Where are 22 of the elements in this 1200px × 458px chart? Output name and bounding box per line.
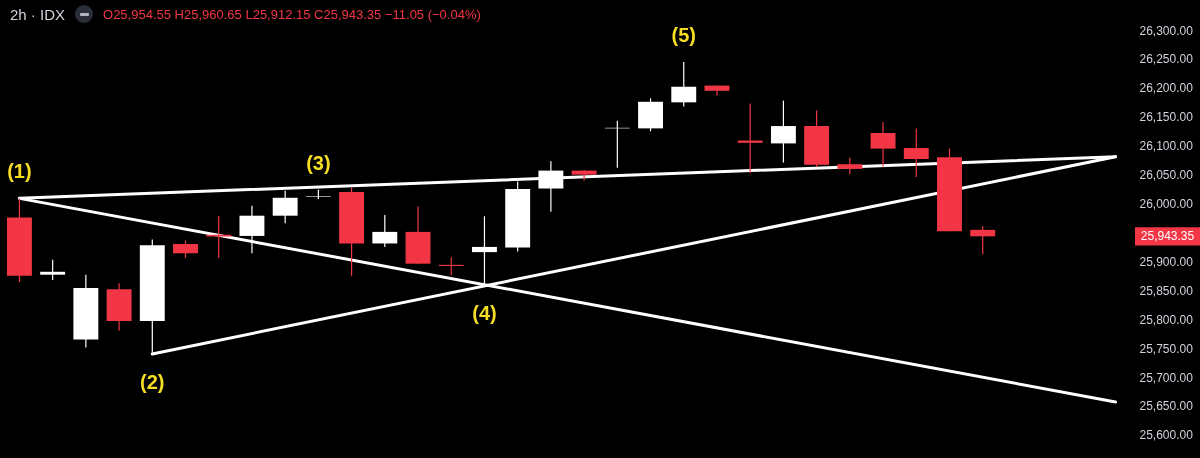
y-tick-label: 25,800.00	[1139, 312, 1194, 327]
text: O25,954.55 H25,960.65 L25,912.15 C25,943.35 −11.05 (−0.04%)	[103, 6, 481, 22]
y-tick-label: 26,000.00	[1139, 197, 1194, 212]
y-tick-label: 25,750.00	[1139, 341, 1194, 356]
y-tick-label: 26,150.00	[1139, 110, 1194, 125]
annotation: (5)	[671, 23, 696, 46]
y-tick-label: 25,700.00	[1139, 370, 1194, 385]
annotation: (2)	[140, 370, 165, 393]
y-tick-label: 26,050.00	[1139, 168, 1194, 183]
y-tick-label: 25,650.00	[1139, 399, 1194, 414]
annotation: (3)	[306, 151, 331, 174]
annotation: (1)	[7, 160, 32, 183]
y-tick-label: 25,900.00	[1139, 254, 1194, 269]
y-tick-label: 25,600.00	[1139, 428, 1194, 443]
y-tick-label: 26,200.00	[1139, 81, 1194, 96]
y-tick-label: 26,250.00	[1139, 52, 1194, 67]
y-tick-label: 26,100.00	[1139, 139, 1194, 154]
y-tick-label: 26,300.00	[1139, 23, 1194, 38]
chart-title: 2h · IDX	[10, 5, 66, 23]
text: 25,943.35	[1140, 229, 1195, 244]
annotation: (4)	[472, 302, 497, 325]
y-tick-label: 25,850.00	[1139, 283, 1194, 298]
